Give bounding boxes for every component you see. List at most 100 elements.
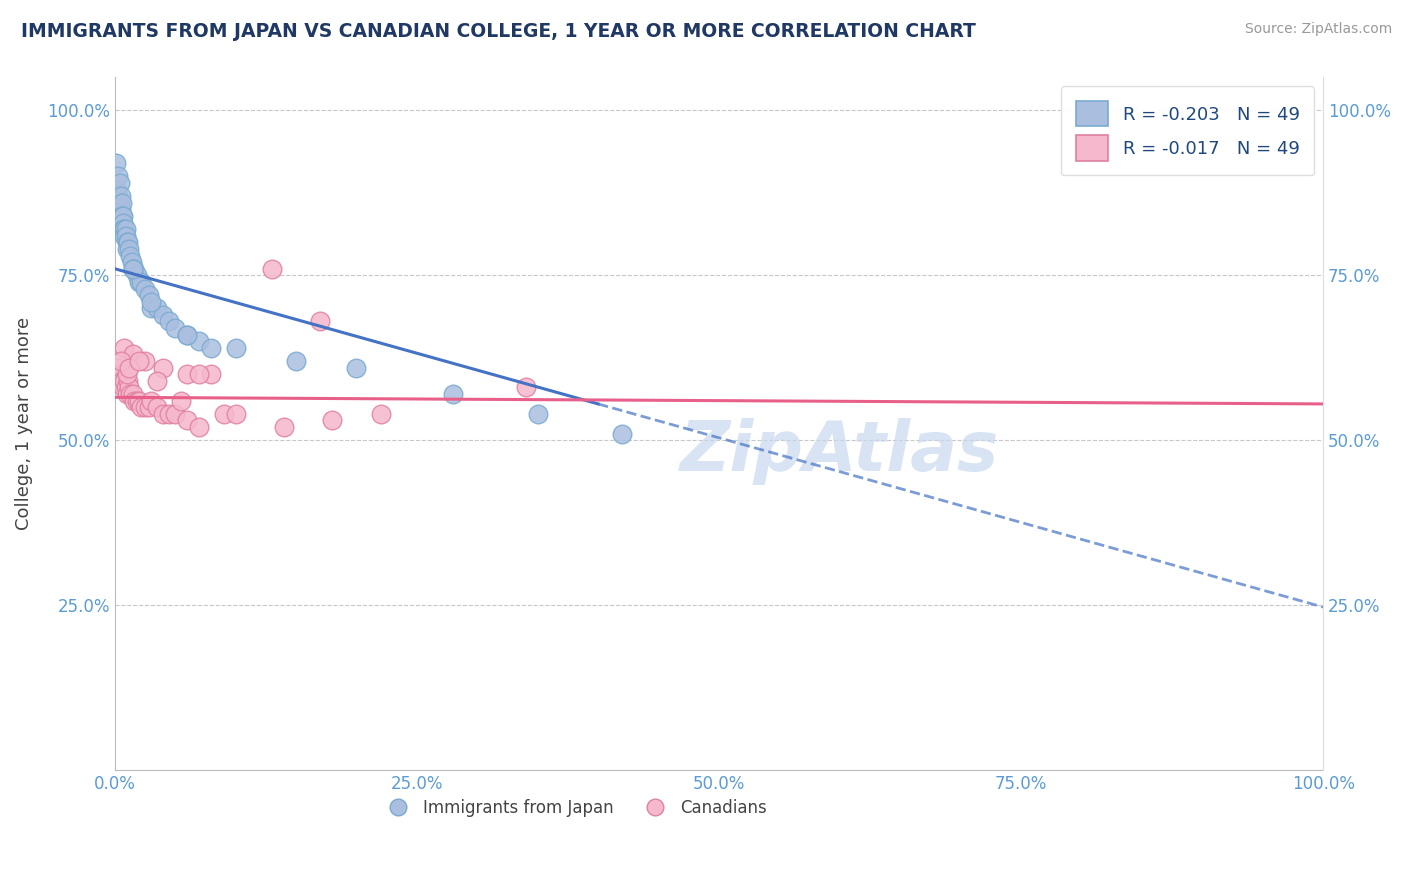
Point (110, 354, 132, 368)
Point (128, 275, 150, 289)
Point (152, 308, 174, 322)
Point (114, 228, 136, 243)
Text: Source: ZipAtlas.com: Source: ZipAtlas.com (1244, 22, 1392, 37)
Point (176, 327, 198, 342)
Point (108, 368, 131, 382)
Point (370, 407, 392, 421)
Point (112, 228, 135, 243)
Point (134, 401, 156, 415)
Point (176, 327, 198, 342)
Point (122, 261, 145, 276)
Point (285, 354, 308, 368)
Point (128, 354, 150, 368)
Point (309, 314, 332, 328)
Point (112, 341, 135, 355)
Point (139, 301, 162, 316)
Point (128, 393, 150, 408)
Point (107, 169, 129, 184)
Point (321, 413, 343, 427)
Point (112, 209, 135, 223)
Point (115, 368, 138, 382)
Point (115, 242, 138, 256)
Point (146, 374, 169, 388)
Point (200, 368, 222, 382)
Text: IMMIGRANTS FROM JAPAN VS CANADIAN COLLEGE, 1 YEAR OR MORE CORRELATION CHART: IMMIGRANTS FROM JAPAN VS CANADIAN COLLEG… (21, 22, 976, 41)
Point (260, 261, 283, 276)
Point (225, 407, 247, 421)
Point (110, 374, 132, 388)
Point (122, 261, 145, 276)
Point (526, 407, 548, 421)
Point (165, 407, 187, 421)
Point (515, 380, 537, 394)
Point (111, 195, 134, 210)
Point (152, 360, 174, 375)
Point (146, 301, 169, 316)
Point (114, 222, 136, 236)
Point (112, 380, 135, 394)
Point (115, 387, 138, 401)
Point (117, 374, 139, 388)
Point (104, 156, 127, 170)
Point (107, 189, 129, 203)
Point (125, 268, 148, 283)
Point (104, 368, 127, 382)
Point (111, 368, 134, 382)
Point (120, 387, 142, 401)
Point (200, 341, 222, 355)
Point (118, 380, 141, 394)
Point (170, 393, 193, 408)
Point (441, 387, 464, 401)
Point (122, 347, 145, 361)
Point (346, 360, 368, 375)
Point (112, 222, 135, 236)
Point (131, 275, 153, 289)
Point (125, 393, 148, 408)
Point (131, 401, 153, 415)
Point (115, 235, 138, 250)
Point (157, 314, 180, 328)
Point (110, 202, 132, 217)
Point (112, 374, 135, 388)
Point (176, 413, 198, 427)
Point (112, 215, 135, 229)
Point (107, 360, 129, 375)
Point (612, 426, 634, 441)
Point (146, 401, 169, 415)
Point (273, 420, 295, 434)
Point (108, 195, 131, 210)
Point (134, 354, 156, 368)
Point (111, 374, 134, 388)
Point (165, 321, 187, 335)
Point (105, 374, 128, 388)
Point (212, 407, 235, 421)
Point (188, 368, 211, 382)
Y-axis label: College, 1 year or more: College, 1 year or more (15, 318, 32, 530)
Point (118, 360, 141, 375)
Point (111, 209, 134, 223)
Text: ZipAtlas: ZipAtlas (681, 418, 1000, 485)
Point (188, 334, 211, 349)
Point (138, 401, 160, 415)
Point (105, 183, 128, 197)
Point (225, 341, 247, 355)
Point (188, 420, 211, 434)
Point (120, 248, 142, 262)
Point (122, 261, 145, 276)
Point (152, 407, 174, 421)
Point (176, 368, 198, 382)
Point (108, 176, 131, 190)
Point (122, 393, 145, 408)
Point (114, 380, 136, 394)
Point (111, 215, 134, 229)
Point (117, 235, 139, 250)
Legend: Immigrants from Japan, Canadians: Immigrants from Japan, Canadians (374, 793, 773, 824)
Point (121, 255, 143, 269)
Point (134, 281, 156, 295)
Point (138, 288, 160, 302)
Point (157, 407, 180, 421)
Point (139, 393, 162, 408)
Point (118, 242, 141, 256)
Point (110, 189, 132, 203)
Point (139, 294, 162, 309)
